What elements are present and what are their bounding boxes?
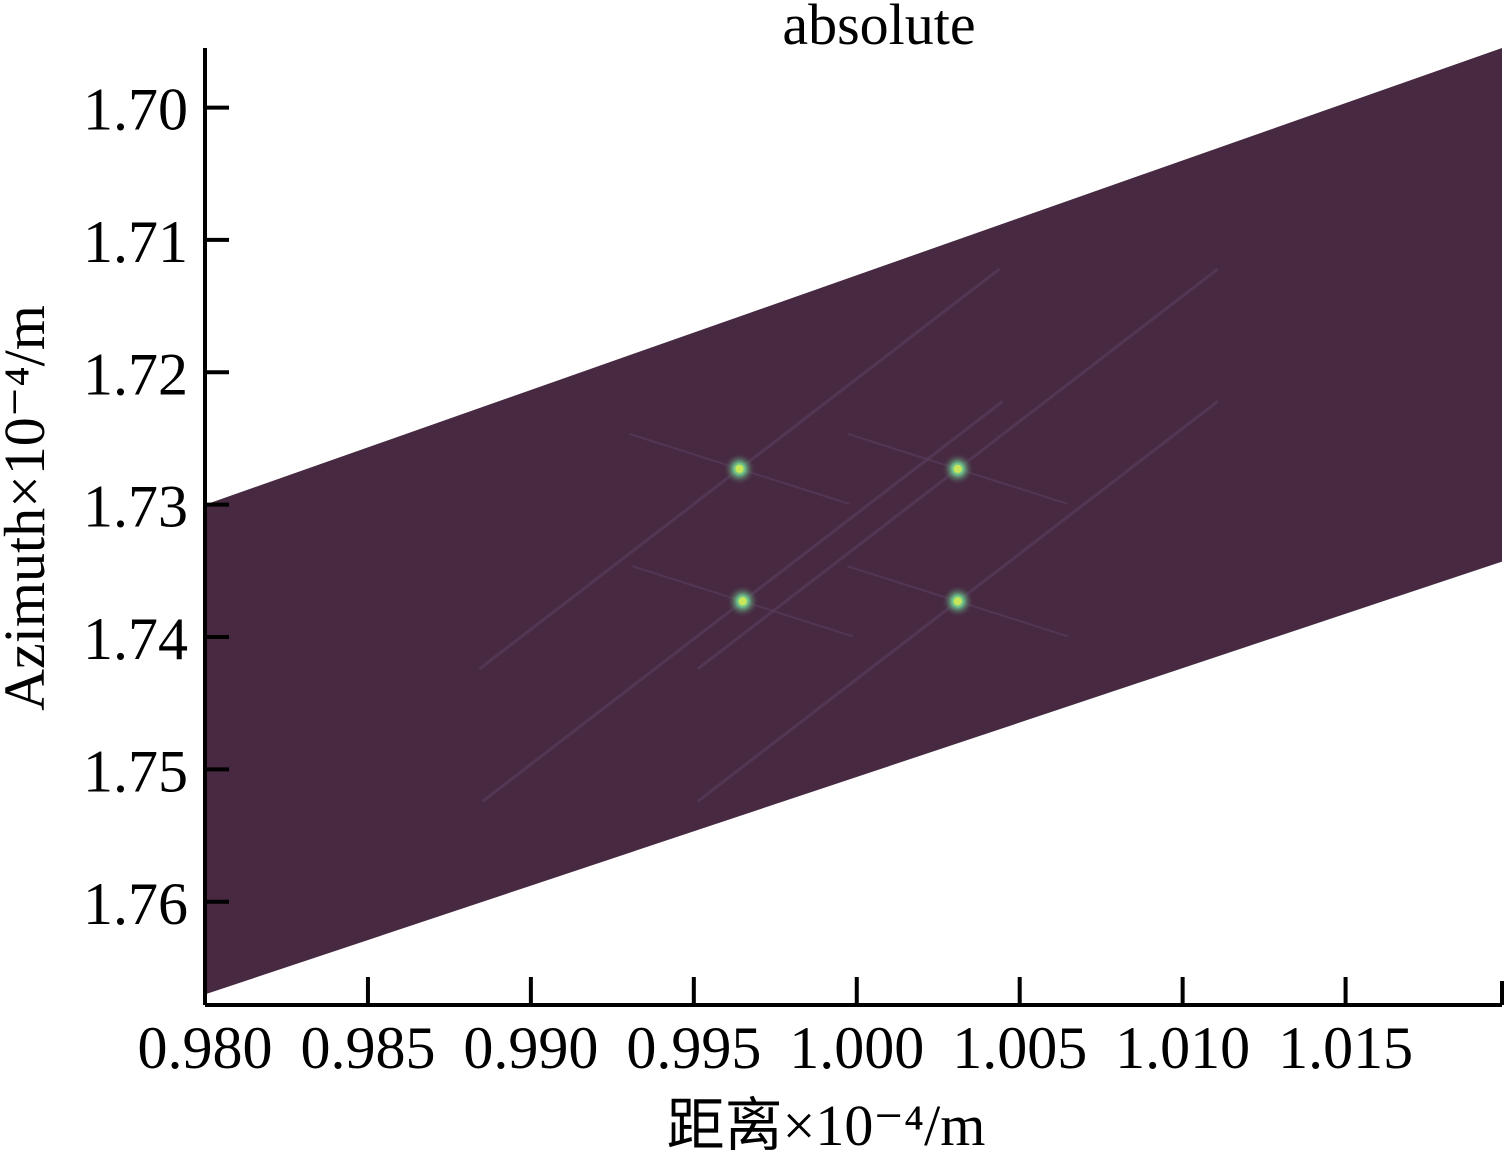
y-tick-label: 1.70 (83, 77, 188, 143)
y-tick-label: 1.74 (83, 606, 188, 672)
y-tick-label: 1.73 (83, 474, 188, 540)
x-axis: 0.980 0.985 0.990 0.995 1.000 1.005 1.010 1.015 (138, 977, 1504, 1081)
x-tick-label: 1.000 (789, 1015, 924, 1081)
x-tick-label: 0.995 (626, 1015, 761, 1081)
x-tick-label: 0.980 (138, 1015, 273, 1081)
x-tick-label: 1.005 (952, 1015, 1087, 1081)
point-targets (723, 452, 974, 618)
x-tick-label: 1.015 (1278, 1015, 1413, 1081)
y-tick-label: 1.75 (83, 738, 188, 804)
x-tick-label: 0.990 (463, 1015, 598, 1081)
point-target (738, 597, 747, 606)
x-axis-label: 距离×10⁻⁴/m (667, 1093, 986, 1158)
y-axis: 1.70 1.71 1.72 1.73 1.74 1.75 1.76 (83, 48, 229, 1005)
point-target (735, 464, 744, 473)
y-tick-label: 1.76 (83, 871, 188, 937)
y-tick-label: 1.71 (83, 209, 188, 275)
chart-title: absolute (782, 0, 975, 57)
x-tick-label: 0.985 (300, 1015, 435, 1081)
plot-area (205, 48, 1502, 995)
point-target (953, 597, 962, 606)
data-region (205, 48, 1502, 995)
y-tick-label: 1.72 (83, 341, 188, 407)
x-tick-label: 1.010 (1115, 1015, 1250, 1081)
y-axis-label: Azimuth×10⁻⁴/m (0, 305, 57, 711)
point-target (953, 464, 962, 473)
